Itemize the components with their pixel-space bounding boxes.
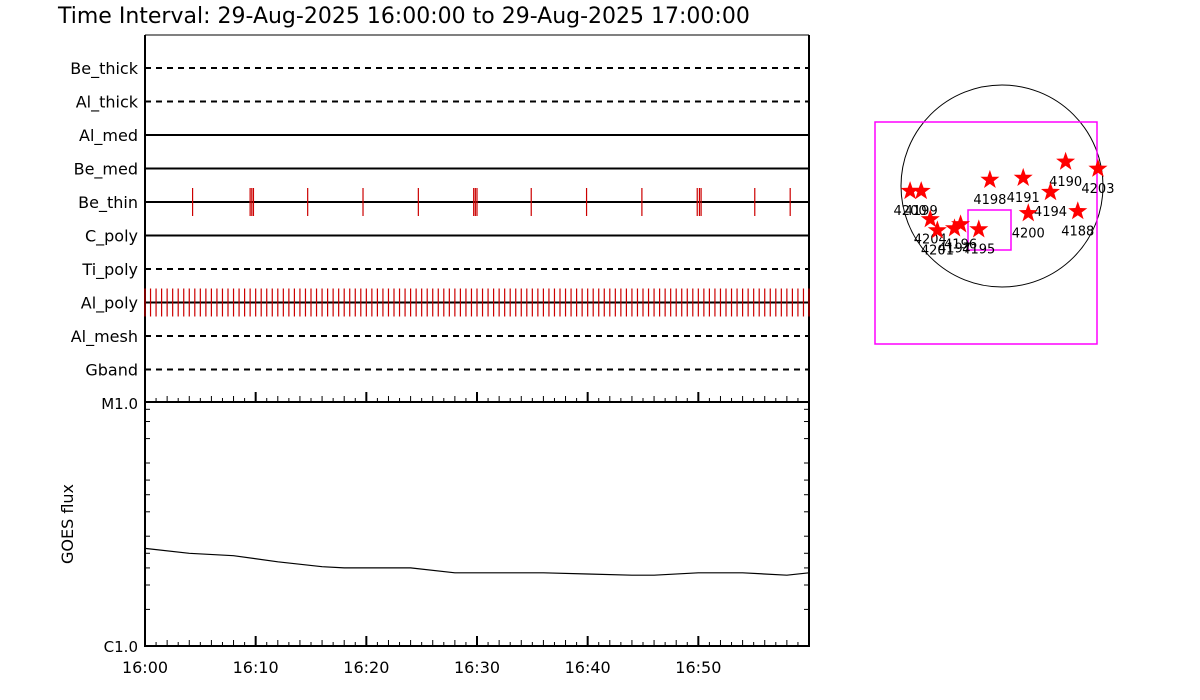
solar-disk-outline [900, 84, 1104, 288]
active-region-label: 4190 [1049, 175, 1082, 190]
active-region-label: 4204 [914, 232, 947, 247]
filter-row-label: Al_mesh [71, 327, 138, 347]
x-tick-label: 16:40 [565, 658, 611, 677]
filter-row-c-poly: C_poly [85, 227, 809, 247]
active-region-label: 4195 [962, 242, 995, 257]
active-region-label: 4200 [1012, 226, 1045, 241]
active-region-star-marker [951, 214, 971, 233]
filter-row-be-thin: Be_thin [78, 188, 809, 216]
active-region-star-marker [1013, 167, 1033, 186]
active-region-star-marker [1056, 151, 1076, 170]
filter-row-al-thick: Al_thick [76, 93, 809, 113]
x-tick-label: 16:30 [454, 658, 500, 677]
active-region-star-marker [900, 181, 920, 200]
y-tick-label: C1.0 [104, 638, 138, 656]
filter-row-label: Gband [85, 361, 138, 380]
filter-row-label: Ti_poly [81, 260, 138, 280]
active-region-star-marker [927, 220, 947, 239]
filter-row-al-med: Al_med [79, 126, 809, 146]
active-region-label: 4188 [1061, 224, 1094, 239]
active-region-star-marker [945, 218, 964, 237]
filter-timeline-panel: Be_thick Al_thick Al_med Be_med Be_thin C_pol… [70, 34, 810, 402]
filter-row-label: Al_poly [81, 294, 138, 314]
goes-flux-panel: 16:00 16:10 16:20 16:30 16:40 16:50 M1.0 C1.0 GO… [58, 392, 810, 677]
active-region-label: 4197 [938, 241, 971, 256]
x-tick-label: 16:50 [675, 658, 721, 677]
filter-row-label: Al_med [79, 126, 138, 146]
chart-title: Time Interval: 29-Aug-2025 16:00:00 to 2… [57, 4, 750, 29]
active-region-star-marker [911, 181, 931, 200]
field-of-view-box [874, 121, 1098, 345]
goes-plot-frame [144, 401, 810, 647]
goes-y-axis-label: GOES flux [58, 484, 77, 564]
active-region-label: 4200 [894, 204, 927, 219]
filter-row-al-poly: Al_poly [81, 288, 810, 317]
filter-row-be-med: Be_med [74, 160, 809, 180]
active-region-label: 4194 [1034, 205, 1067, 220]
active-region-star-marker [980, 169, 1000, 188]
filter-row-label: Be_thick [70, 59, 138, 79]
filter-row-label: Be_med [74, 160, 138, 180]
filter-row-al-mesh: Al_mesh [71, 327, 809, 347]
filter-row-be-thick: Be_thick [70, 59, 809, 79]
filter-row-label: C_poly [85, 227, 138, 247]
filter-row-label: Be_thin [78, 193, 138, 213]
active-region-star-marker [1088, 158, 1108, 177]
active-region-star-marker [1018, 203, 1038, 222]
y-tick-label: M1.0 [101, 395, 138, 413]
x-tick-label: 16:20 [343, 658, 389, 677]
zoom-region-box [967, 209, 1012, 251]
active-region-label: 4198 [973, 193, 1006, 208]
filter-row-label: Al_thick [76, 93, 139, 113]
filter-row-gband: Gband [85, 361, 809, 380]
x-tick-label: 16:10 [233, 658, 279, 677]
active-region-star-marker [969, 219, 989, 238]
active-region-star-marker [1068, 201, 1088, 220]
active-region-star-marker [920, 209, 940, 228]
active-region-label: 4196 [944, 237, 977, 252]
active-region-star-marker [1041, 182, 1060, 201]
active-region-label: 4203 [1081, 182, 1114, 197]
active-region-label: 4191 [1007, 191, 1040, 206]
filter-row-ti-poly: Ti_poly [81, 260, 809, 280]
x-tick-label: 16:00 [122, 658, 168, 677]
active-region-label: 4201 [921, 243, 954, 258]
goes-flux-series-line [144, 547, 810, 576]
